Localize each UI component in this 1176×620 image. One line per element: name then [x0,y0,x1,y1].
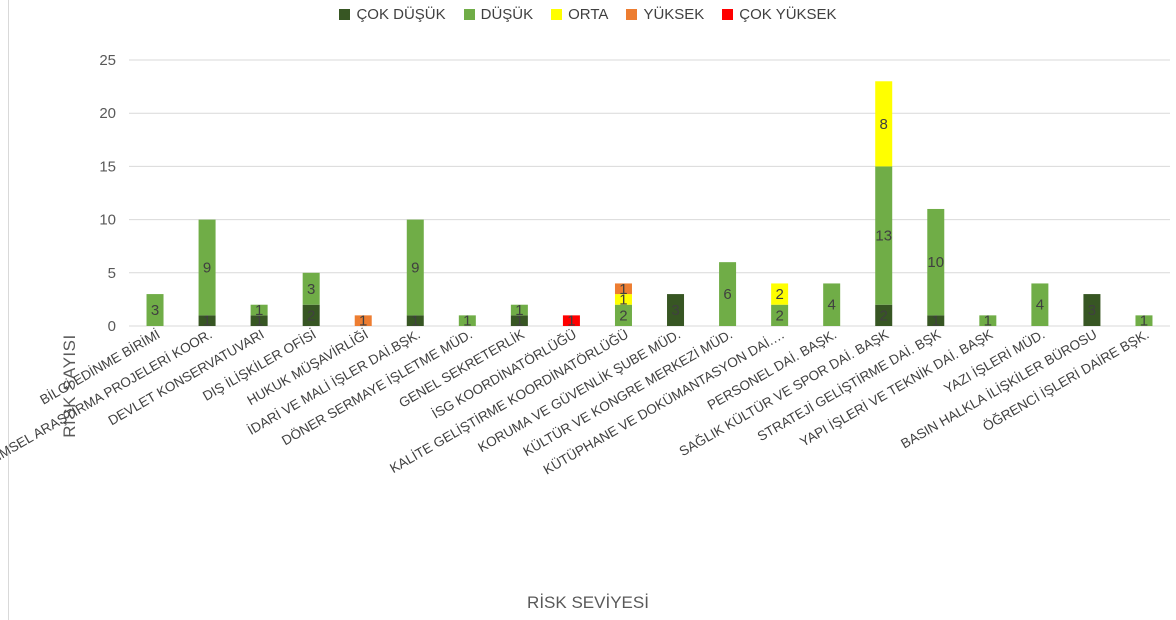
data-label: 1 [463,313,471,330]
bar-segment [667,294,685,326]
data-label: 4 [1036,297,1044,314]
data-label: 3 [307,281,315,298]
bar-segment [979,315,997,326]
bar-segment [875,81,893,167]
legend-item-dusuk: DÜŞÜK [463,6,534,23]
data-label: 1 [255,302,263,319]
data-label: 2 [775,307,783,324]
data-label: 9 [411,259,419,276]
bar-segment [146,294,164,326]
bar-segment [719,262,737,326]
bar-segment [1135,315,1153,326]
bar-segment [250,304,268,316]
legend-swatch-yuksek [626,9,638,20]
data-label: 2 [307,307,315,324]
legend-label-yuksek: YÜKSEK [643,6,705,23]
legend-item-cok-yuksek: ÇOK YÜKSEK [722,6,837,23]
bar-segment [510,304,528,316]
data-label: 1 [567,313,575,330]
data-label: 13 [875,228,892,245]
data-label: 1 [203,313,211,330]
bar-segment [354,315,372,326]
bar-segment [771,283,789,305]
bar-segment [458,315,476,326]
y-tick-label: 25 [99,52,116,69]
bar-segment [614,283,632,295]
data-label: 3 [151,302,159,319]
bar-segment [562,315,580,326]
data-label: 10 [927,254,944,271]
data-label: 2 [880,307,888,324]
data-label: 9 [203,259,211,276]
data-label: 1 [515,302,523,319]
data-label: 1 [619,291,627,308]
bar-segment [302,304,320,326]
data-label: 1 [1140,313,1148,330]
data-label: 8 [880,116,888,133]
x-axis-title: RİSK SEVİYESİ [527,593,649,612]
bar-segment [1083,294,1101,326]
data-label: 1 [619,281,627,298]
data-label: 4 [828,297,836,314]
bar-segment [406,315,424,326]
legend-item-cok-dusuk: ÇOK DÜŞÜK [339,6,446,23]
x-tick-label: BİLİMSEL ARAŞTIRMA PROJELERİ KOOR. [0,327,215,474]
bar-segment [250,315,268,326]
chart-legend: ÇOK DÜŞÜK DÜŞÜK ORTA YÜKSEK ÇOK YÜKSEK [0,6,1176,23]
bar-segment [198,219,216,316]
legend-swatch-orta [551,9,563,20]
bar-segment [823,283,841,326]
bar-segment [771,304,789,326]
bar-segment [927,315,945,326]
data-label: 2 [619,307,627,324]
legend-swatch-dusuk [463,9,475,20]
legend-label-cok-yuksek: ÇOK YÜKSEK [739,6,837,23]
y-tick-label: 5 [108,265,116,282]
y-tick-label: 0 [108,318,116,335]
bar-segment [510,315,528,326]
data-label: 3 [1088,302,1096,319]
bar-segment [406,219,424,316]
bar-segment [1031,283,1049,326]
legend-label-cok-dusuk: ÇOK DÜŞÜK [356,6,446,23]
y-tick-label: 20 [99,105,116,122]
data-label: 3 [671,302,679,319]
legend-swatch-cok-yuksek [722,9,734,20]
data-label: 6 [723,286,731,303]
bar-segment [614,294,632,305]
data-label: 1 [411,313,419,330]
bar-segment [302,272,320,305]
legend-item-yuksek: YÜKSEK [626,6,704,23]
bar-segment [875,304,893,326]
bar-segment [875,166,893,305]
legend-item-orta: ORTA [551,6,608,23]
bar-segment [927,208,945,316]
data-label: 1 [359,313,367,330]
chart-frame-border [8,0,9,620]
data-label: 1 [984,313,992,330]
bar-segment [614,304,632,326]
data-label: 2 [775,286,783,303]
y-tick-label: 10 [99,212,116,229]
data-label: 1 [515,313,523,330]
data-label: 1 [932,313,940,330]
data-label: 1 [255,313,263,330]
y-tick-label: 15 [99,158,116,175]
legend-label-dusuk: DÜŞÜK [480,6,534,23]
legend-label-orta: ORTA [568,6,609,23]
legend-swatch-cok-dusuk [339,9,351,20]
bar-segment [198,315,216,326]
